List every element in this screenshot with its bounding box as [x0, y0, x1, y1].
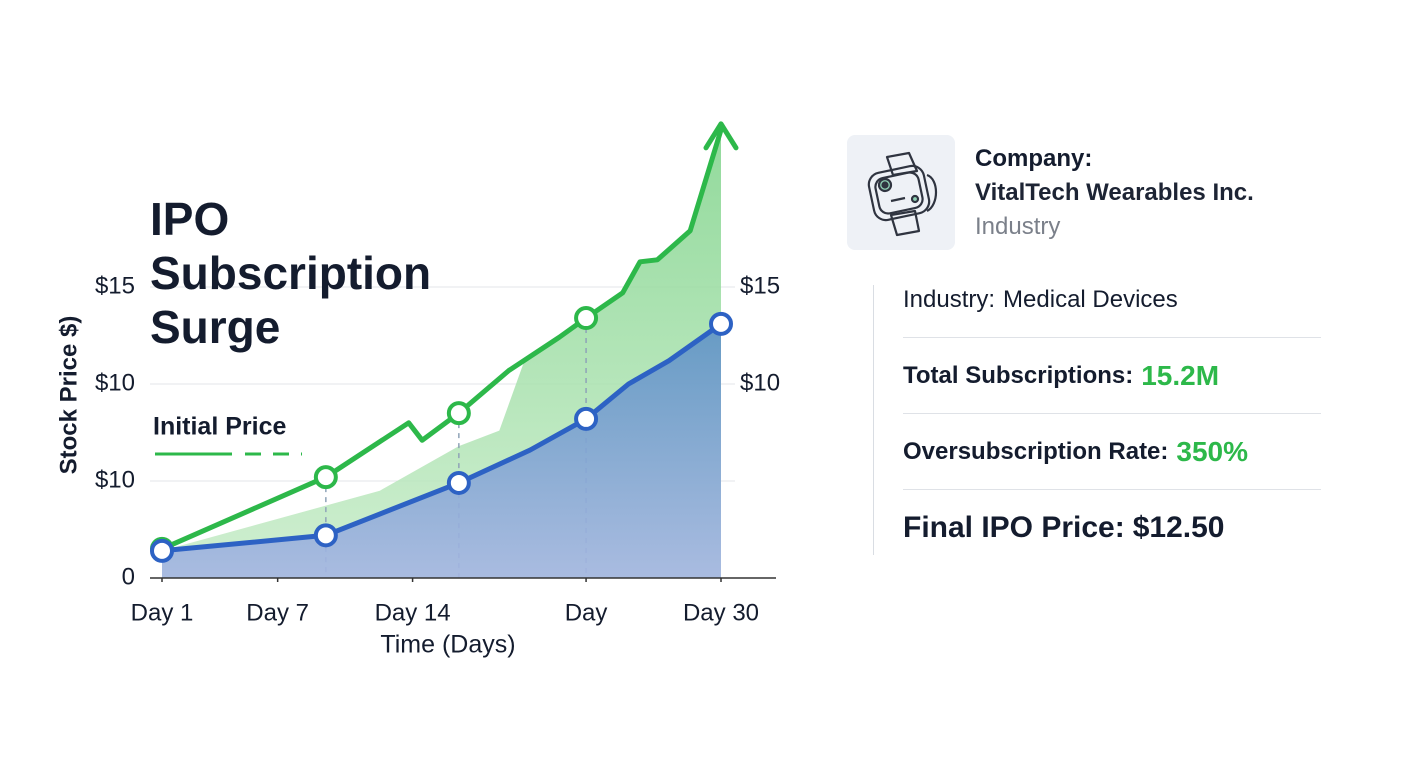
y-axis-label: Stock Price $)	[55, 316, 82, 475]
row-label: Total Subscriptions:	[903, 361, 1134, 389]
row-value: 350%	[1176, 435, 1249, 467]
marker	[574, 306, 599, 331]
row-label: Final IPO Price:	[903, 511, 1125, 544]
company-label: Company:	[975, 145, 1093, 172]
company-block: Company: VitalTech Wearables Inc. Indust…	[975, 142, 1254, 244]
divider	[873, 285, 874, 555]
x-tick-label: Day	[565, 599, 608, 626]
y-tick-label: $10	[95, 369, 135, 396]
company-name: VitalTech Wearables Inc.	[975, 179, 1254, 206]
row-value: Medical Devices	[1003, 285, 1178, 313]
marker	[446, 470, 471, 495]
marker	[313, 523, 338, 548]
info-row: Industry: Medical Devices	[903, 262, 1321, 338]
row-label: Oversubscription Rate:	[903, 437, 1169, 465]
row-label: Industry:	[903, 285, 996, 313]
chart-title: IPO Subscription Surge	[150, 193, 432, 353]
plot-back	[150, 129, 735, 578]
y-tick-label: $15	[95, 272, 135, 299]
x-axis-label: Time (Days)	[380, 631, 515, 659]
marker	[574, 406, 599, 431]
y2-tick-label: $15	[740, 272, 780, 299]
y-tick-label: 0	[122, 563, 135, 590]
row-value: 15.2M	[1141, 359, 1220, 391]
line-area	[162, 323, 721, 578]
x-tick-label: Day 30	[683, 599, 759, 626]
marker	[313, 465, 338, 490]
x-tick-label: Day 1	[131, 599, 194, 626]
line	[159, 127, 724, 552]
company-icon	[847, 135, 955, 250]
marker	[446, 401, 471, 426]
watch-icon	[867, 151, 938, 237]
row-value: $12.50	[1132, 511, 1225, 544]
y2-tick-label: $10	[740, 369, 780, 396]
info-row: Oversubscription Rate: 350%	[903, 414, 1321, 490]
x-tick-label: Day 14	[375, 599, 451, 626]
plot-front	[150, 121, 739, 563]
info-row: Total Subscriptions: 15.2M	[903, 338, 1321, 414]
arrow-head	[703, 121, 739, 151]
industry-caption: Industry	[975, 213, 1061, 240]
marker	[709, 311, 733, 336]
line	[159, 321, 724, 554]
x-tick-label: Day 7	[246, 599, 309, 626]
y-tick-label: $10	[95, 466, 135, 493]
legend-label: Initial Price	[153, 413, 286, 441]
info-row: Final IPO Price: $12.50	[903, 490, 1321, 566]
info-rows: Industry: Medical Devices Total Subscripti…	[903, 262, 1321, 566]
marker	[150, 538, 174, 563]
